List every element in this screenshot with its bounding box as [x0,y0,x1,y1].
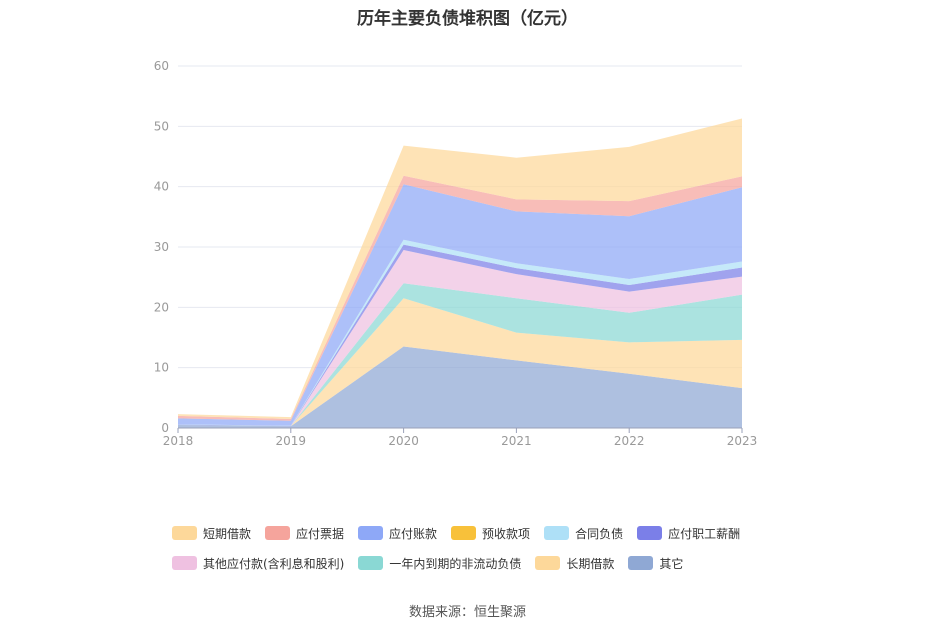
legend-swatch [358,556,384,570]
area-series [178,283,742,427]
y-tick-label: 0 [161,421,169,435]
y-tick-label: 60 [154,59,169,73]
legend-item[interactable]: 其它 [628,555,683,572]
area-layers [178,118,742,428]
y-tick-label: 10 [154,361,169,375]
stacked-area-chart: 0 10 20 30 40 50 60 2018 2019 2020 2021 2022 2023 [154,59,758,448]
y-tick-label: 40 [154,180,169,194]
x-tick-label: 2019 [276,434,307,448]
legend-row-1: 短期借款 应付票据 应付账款 预收款项 合同负债 应付职工薪酬 [172,518,792,548]
legend-item[interactable]: 其他应付款(含利息和股利) [172,555,344,572]
data-source-note: 数据来源：恒生聚源 [408,605,526,620]
x-tick-label: 2020 [388,434,419,448]
legend-swatch [544,526,570,540]
area-series [178,250,742,427]
legend-item[interactable]: 应付票据 [265,525,344,542]
x-tick-label: 2022 [614,434,645,448]
legend-swatch [451,526,477,540]
legend-item[interactable]: 应付职工薪酬 [637,525,740,542]
legend-label: 应付职工薪酬 [668,526,741,541]
area-series [178,184,742,426]
area-series [178,244,742,427]
legend-swatch [172,526,197,540]
legend-swatch [535,556,561,570]
area-series [178,298,742,427]
legend-label: 应付账款 [389,526,438,541]
legend-swatch [358,526,384,540]
x-tick-label: 2021 [501,434,532,448]
legend: 短期借款 应付票据 应付账款 预收款项 合同负债 应付职工薪酬 其他应付款(含利息和股利)… [172,518,792,578]
legend-swatch [172,556,197,570]
y-tick-label: 50 [154,119,169,133]
legend-item[interactable]: 应付账款 [358,525,437,542]
legend-item[interactable]: 短期借款 [172,525,251,542]
legend-swatch [637,526,663,540]
x-tick-label: 2018 [163,434,194,448]
area-series [178,239,742,426]
area-series [178,346,742,428]
legend-label: 合同负债 [575,526,624,541]
area-series [178,175,742,421]
legend-item[interactable]: 预收款项 [451,525,530,542]
legend-label: 其它 [659,556,684,571]
area-series [178,118,742,419]
legend-label: 应付票据 [296,526,345,541]
legend-label: 其他应付款(含利息和股利) [203,556,345,571]
legend-item[interactable]: 长期借款 [535,555,614,572]
legend-item[interactable]: 一年内到期的非流动负债 [358,555,521,572]
y-tick-label: 30 [154,240,169,254]
legend-label: 一年内到期的非流动负债 [389,556,522,571]
y-tick-label: 20 [154,300,169,314]
legend-swatch [265,526,291,540]
legend-item[interactable]: 合同负债 [544,525,623,542]
legend-label: 长期借款 [566,556,615,571]
chart-title: 历年主要负债堆积图（亿元） [357,9,578,29]
axes: 0 10 20 30 40 50 60 2018 2019 2020 2021 2022 2023 [154,59,758,448]
x-tick-label: 2023 [727,434,758,448]
legend-label: 短期借款 [203,526,252,541]
legend-swatch [628,556,654,570]
legend-label: 预收款项 [482,526,531,541]
legend-row-2: 其他应付款(含利息和股利) 一年内到期的非流动负债 长期借款 其它 [172,548,792,578]
